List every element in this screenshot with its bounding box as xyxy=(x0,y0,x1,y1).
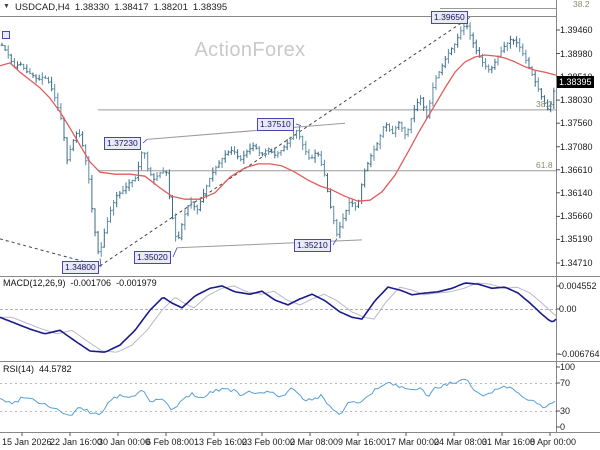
price-axis-label: 1.39460 xyxy=(560,25,593,35)
macd-main-value: -0.001706 xyxy=(70,278,112,288)
time-axis-label: 24 Mar 08:00 xyxy=(434,437,488,447)
price-annotation[interactable]: 1.34800 xyxy=(62,261,99,274)
symbol-timeframe-label: USDCAD,H4 xyxy=(14,2,70,13)
collapse-triangle-icon[interactable]: ▼ xyxy=(3,3,10,10)
price-axis-label: 1.38030 xyxy=(560,95,593,105)
time-axis-label: 6 Feb 08:00 xyxy=(146,437,195,447)
fib-level-label: 61.8 xyxy=(536,160,553,170)
time-axis-label: 13 Feb 16:00 xyxy=(194,437,248,447)
price-axis-label: 1.37080 xyxy=(560,142,593,152)
rsi-scale-label: 100 xyxy=(560,362,576,372)
fib-level-label: 38.2 xyxy=(536,99,553,109)
macd-indicator-label: MACD(12,26,9) -0.001706 -0.001979 xyxy=(3,278,157,288)
price-axis-label: 1.38980 xyxy=(560,49,593,59)
close-value: 1.38395 xyxy=(192,2,228,13)
time-axis-label: 31 Mar 16:00 xyxy=(482,437,536,447)
time-axis-label: 30 Jan 00:00 xyxy=(98,437,151,447)
macd-signal-value: -0.001979 xyxy=(116,278,157,288)
current-price-tag: 1.38395 xyxy=(557,76,594,88)
price-axis-label: 1.35660 xyxy=(560,211,593,221)
macd-scale-label: 0.00 xyxy=(559,304,577,314)
price-axis-label: 1.34710 xyxy=(560,258,593,268)
watermark: ActionForex xyxy=(194,39,306,61)
price-annotation[interactable]: 1.39650 xyxy=(431,11,468,24)
rsi-scale-label: 30 xyxy=(560,406,571,416)
rsi-scale-label: 0 xyxy=(560,422,566,432)
time-axis-label: 8 Apr 00:00 xyxy=(530,437,577,447)
rsi-value: 44.5782 xyxy=(39,364,72,374)
high-value: 1.38417 xyxy=(114,2,149,13)
rsi-scale-label: 70 xyxy=(560,378,571,388)
chart-title-bar: ▼ USDCAD,H4 1.38330 1.38417 1.38201 1.38… xyxy=(3,2,227,13)
time-axis-label: 15 Jan 2026 xyxy=(2,437,52,447)
price-axis-label: 1.36610 xyxy=(560,165,593,175)
time-axis-label: 22 Jan 16:00 xyxy=(50,437,103,447)
time-axis-label: 23 Feb 00:00 xyxy=(242,437,296,447)
fib-level-label: 38.2 xyxy=(573,0,590,9)
chart-marker[interactable] xyxy=(2,31,10,39)
time-axis-label: 9 Mar 16:00 xyxy=(338,437,387,447)
rsi-indicator-label: RSI(14) 44.5782 xyxy=(3,364,72,374)
price-annotation[interactable]: 1.35020 xyxy=(134,251,171,264)
open-value: 1.38330 xyxy=(74,2,110,13)
price-axis-label: 1.36140 xyxy=(560,188,593,198)
low-value: 1.38201 xyxy=(153,2,188,13)
time-axis-label: 2 Mar 08:00 xyxy=(290,437,339,447)
macd-scale-label: -0.006764 xyxy=(559,349,600,359)
price-axis-label: 1.37560 xyxy=(560,118,593,128)
macd-scale-label: 0.004552 xyxy=(559,281,597,291)
price-axis-label: 1.35190 xyxy=(560,234,593,244)
rsi-name: RSI(14) xyxy=(3,364,35,374)
macd-name: MACD(12,26,9) xyxy=(3,278,66,288)
price-annotation[interactable]: 1.35210 xyxy=(294,239,331,252)
time-axis-label: 17 Mar 00:00 xyxy=(386,437,440,447)
price-annotation[interactable]: 1.37510 xyxy=(257,118,294,131)
price-annotation[interactable]: 1.37230 xyxy=(104,137,141,150)
